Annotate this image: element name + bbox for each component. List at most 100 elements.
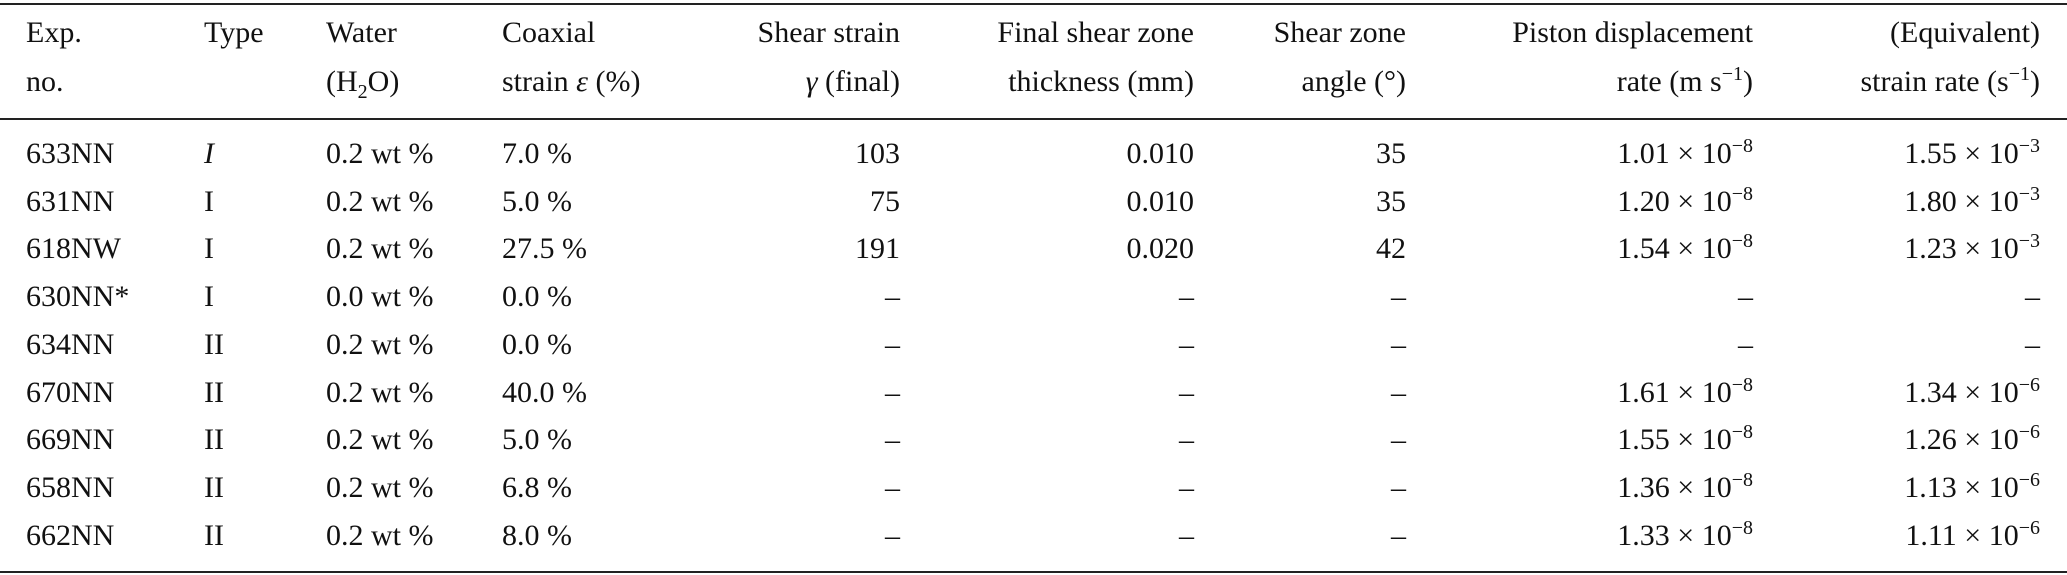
text: rate (m s bbox=[1616, 65, 1722, 98]
subscript: 2 bbox=[357, 81, 368, 103]
table-cell: – bbox=[1391, 375, 1406, 409]
text: thickness (mm) bbox=[1008, 65, 1194, 98]
table-cell: 1.61 × 10−8 bbox=[1617, 375, 1753, 411]
table-cell: – bbox=[1391, 280, 1406, 314]
exponent: −8 bbox=[1731, 421, 1753, 444]
text: no. bbox=[26, 65, 64, 98]
table-cell: I bbox=[204, 232, 214, 266]
italic-text: I bbox=[204, 137, 214, 170]
table-cell: 658NN bbox=[26, 470, 115, 504]
table-cell: 630NN* bbox=[26, 280, 130, 314]
column-header: γ (final) bbox=[806, 64, 900, 100]
table-cell: 0.2 wt % bbox=[326, 184, 434, 218]
column-header: Shear zone bbox=[1274, 15, 1406, 51]
table-cell: 1.33 × 10−8 bbox=[1617, 518, 1753, 554]
mantissa: 1.20 × 10 bbox=[1617, 184, 1732, 218]
table-cell: 618NW bbox=[26, 232, 121, 266]
table-cell: II bbox=[204, 518, 224, 552]
table-cell: 0.2 wt % bbox=[326, 137, 434, 170]
text: Coaxial bbox=[502, 16, 596, 49]
table-cell: 0.020 bbox=[1126, 232, 1195, 266]
table-cell: 75 bbox=[870, 184, 900, 218]
table-cell: – bbox=[885, 327, 900, 361]
table-cell: 1.23 × 10−3 bbox=[1904, 231, 2040, 267]
table-cell: II bbox=[204, 375, 224, 409]
table-cell: 0.010 bbox=[1126, 184, 1195, 218]
exponent: −6 bbox=[2018, 468, 2040, 491]
text: Exp. bbox=[26, 16, 82, 49]
mantissa: 1.26 × 10 bbox=[1904, 423, 2019, 457]
text: Final shear zone bbox=[997, 16, 1194, 49]
table-cell: 1.55 × 10−3 bbox=[1904, 136, 2040, 172]
table-cell: – bbox=[1179, 423, 1194, 457]
text: strain bbox=[502, 65, 577, 98]
mantissa: 1.36 × 10 bbox=[1617, 470, 1732, 504]
table-cell: – bbox=[1391, 423, 1406, 457]
column-header: (H2O) bbox=[326, 64, 400, 103]
table-cell: 1.34 × 10−6 bbox=[1904, 375, 2040, 411]
table-cell: 8.0 % bbox=[502, 518, 572, 552]
table-cell: 191 bbox=[855, 232, 900, 266]
table-cell: 1.20 × 10−8 bbox=[1617, 184, 1753, 220]
table-cell: – bbox=[1391, 470, 1406, 504]
text: Piston displacement bbox=[1512, 16, 1753, 49]
table-cell: 1.26 × 10−6 bbox=[1904, 422, 2040, 458]
table-cell: – bbox=[1738, 327, 1753, 361]
text: ) bbox=[1743, 65, 1753, 98]
table-cell: 633NN bbox=[26, 137, 115, 170]
bottom-rule bbox=[0, 571, 2067, 573]
exponent: −8 bbox=[1731, 230, 1753, 253]
exponent: −6 bbox=[2018, 373, 2040, 396]
table-cell: – bbox=[1391, 518, 1406, 552]
table-cell: – bbox=[1738, 280, 1753, 314]
exponent: −6 bbox=[2018, 516, 2040, 539]
table-cell: 35 bbox=[1376, 137, 1406, 170]
column-header: thickness (mm) bbox=[1008, 64, 1194, 100]
table-cell: II bbox=[204, 327, 224, 361]
table-cell: 42 bbox=[1376, 232, 1406, 266]
table-cell: 6.8 % bbox=[502, 470, 572, 504]
table-cell: 670NN bbox=[26, 375, 115, 409]
table-cell: – bbox=[1391, 327, 1406, 361]
table-cell: 0.2 wt % bbox=[326, 232, 434, 266]
text: O) bbox=[367, 65, 400, 98]
table-cell: – bbox=[1179, 518, 1194, 552]
exponent: −8 bbox=[1731, 516, 1753, 539]
table-cell: – bbox=[1179, 375, 1194, 409]
italic-text: γ bbox=[805, 65, 818, 98]
text: Water bbox=[326, 16, 397, 49]
column-header: Coaxial bbox=[502, 15, 595, 51]
table-cell: 0.0 wt % bbox=[326, 280, 434, 314]
column-header: Water bbox=[326, 15, 397, 51]
table-cell: – bbox=[885, 423, 900, 457]
table-cell: 0.2 wt % bbox=[326, 375, 434, 409]
text: (%) bbox=[587, 65, 641, 98]
table-cell: I bbox=[204, 280, 214, 314]
table-cell: – bbox=[2025, 327, 2040, 361]
column-header: Piston displacement bbox=[1512, 15, 1753, 51]
italic-text: ε bbox=[576, 65, 588, 98]
table-cell: – bbox=[885, 375, 900, 409]
mantissa: 1.55 × 10 bbox=[1617, 423, 1732, 457]
text: Shear zone bbox=[1273, 16, 1406, 49]
column-header: (Equivalent) bbox=[1890, 15, 2040, 51]
exponent: −6 bbox=[2018, 421, 2040, 444]
table-cell: 669NN bbox=[26, 423, 115, 457]
table-cell: 40.0 % bbox=[502, 375, 587, 409]
column-header: strain rate (s−1) bbox=[1860, 64, 2040, 100]
column-header: Final shear zone bbox=[997, 15, 1194, 51]
table-cell: 1.13 × 10−6 bbox=[1904, 470, 2040, 506]
table-cell: I bbox=[204, 136, 214, 172]
table-cell: 0.010 bbox=[1126, 137, 1195, 170]
table-cell: 0.2 wt % bbox=[326, 423, 434, 457]
mantissa: 1.11 × 10 bbox=[1905, 518, 2019, 552]
text: (Equivalent) bbox=[1890, 16, 2040, 49]
table-cell: – bbox=[1179, 470, 1194, 504]
top-rule bbox=[0, 3, 2067, 5]
table-cell: 0.0 % bbox=[502, 280, 572, 314]
table-cell: – bbox=[885, 280, 900, 314]
text: ) bbox=[2030, 65, 2040, 98]
exponent: −3 bbox=[2018, 135, 2040, 157]
mantissa: 1.23 × 10 bbox=[1904, 232, 2019, 266]
